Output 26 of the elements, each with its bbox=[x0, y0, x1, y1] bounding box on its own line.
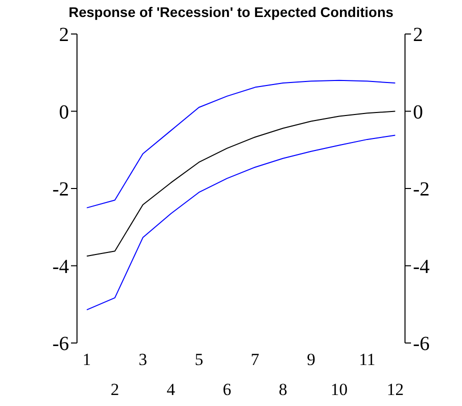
x2-tick-label: 8 bbox=[278, 380, 288, 399]
x2-tick-label: 4 bbox=[166, 380, 176, 399]
y2-tick-label: -2 bbox=[413, 178, 430, 201]
y-tick-label: 0 bbox=[59, 101, 69, 124]
x2-tick-label: 2 bbox=[110, 380, 120, 399]
line-series bbox=[86, 110, 396, 257]
x2-tick-label: 12 bbox=[386, 380, 404, 399]
y2-tick-label: -4 bbox=[413, 256, 430, 278]
chart-title: Response of 'Recession' to Expected Conditions bbox=[68, 4, 394, 20]
y-tick-label: 2 bbox=[59, 24, 69, 46]
x-tick-label: 5 bbox=[194, 350, 204, 369]
x-tick-label: 7 bbox=[250, 350, 260, 369]
y-tick-label: -6 bbox=[52, 333, 69, 356]
x2-tick-label: 6 bbox=[222, 380, 232, 399]
x-tick-label: 1 bbox=[82, 350, 92, 369]
line-series bbox=[86, 80, 396, 208]
x-tick-label: 9 bbox=[306, 350, 316, 369]
line-series bbox=[86, 134, 396, 310]
x2-tick-label: 10 bbox=[330, 380, 348, 399]
y2-tick-label: 2 bbox=[413, 24, 423, 46]
y-tick-label: -2 bbox=[52, 178, 69, 201]
y-tick-label: -4 bbox=[52, 256, 69, 278]
x-tick-label: 3 bbox=[138, 350, 148, 369]
y2-tick-label: -6 bbox=[413, 333, 430, 356]
x-tick-label: 11 bbox=[358, 350, 376, 369]
y2-tick-label: 0 bbox=[413, 101, 423, 124]
